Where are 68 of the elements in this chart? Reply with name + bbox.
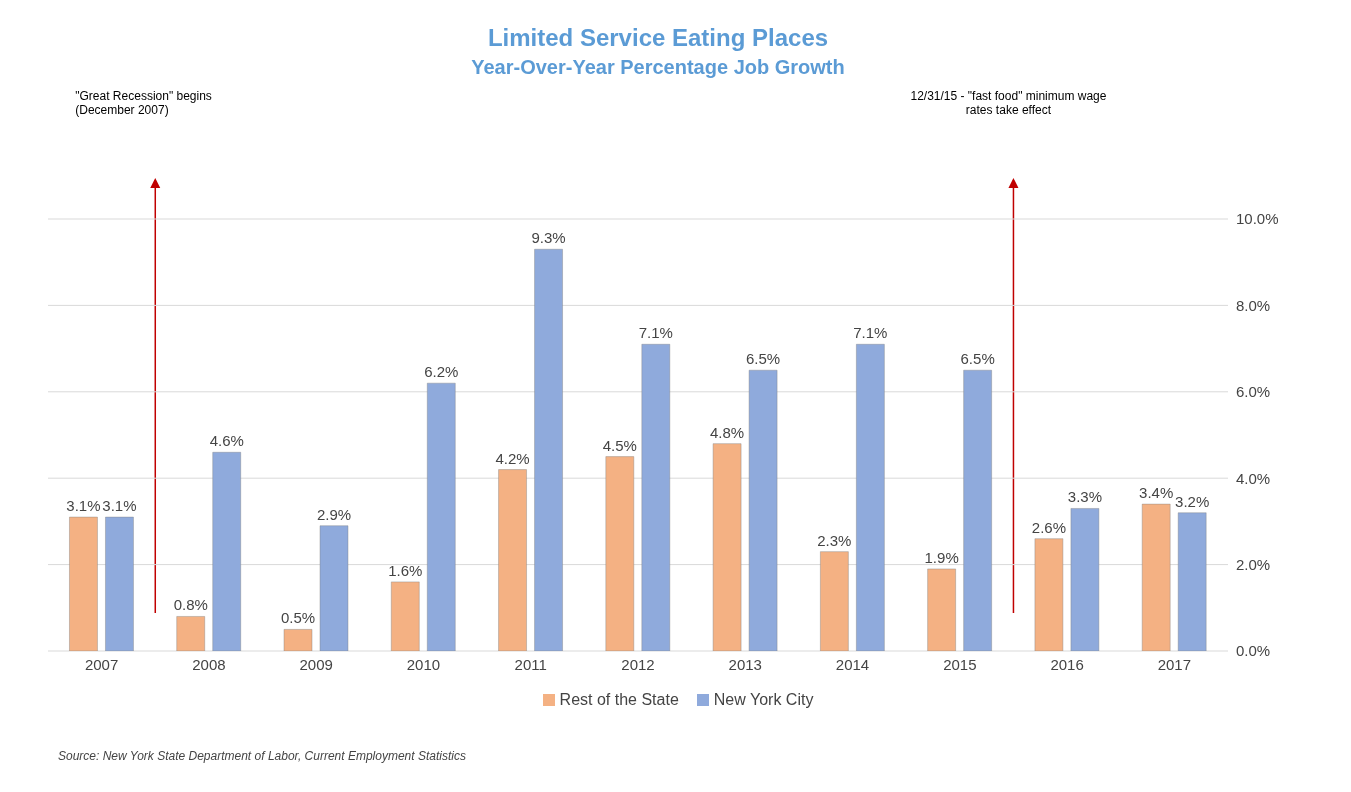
x-tick-label: 2016 — [1050, 655, 1084, 673]
data-label: 3.4% — [1139, 484, 1174, 502]
x-tick-label: 2009 — [299, 655, 333, 673]
bar — [534, 248, 564, 651]
y-tick-label: 10.0% — [1236, 210, 1279, 228]
bar — [1177, 512, 1207, 651]
data-label: 3.1% — [102, 497, 137, 515]
data-label: 4.5% — [602, 436, 637, 454]
data-label: 2.6% — [1031, 518, 1067, 536]
data-label: 4.6% — [209, 432, 244, 450]
data-label: 6.5% — [960, 350, 995, 368]
x-tick-label: 2013 — [728, 655, 762, 673]
bar — [1141, 503, 1171, 651]
bar — [426, 382, 456, 651]
bar — [855, 343, 885, 651]
y-tick-label: 4.0% — [1236, 469, 1271, 487]
bar — [390, 581, 420, 651]
x-tick-label: 2007 — [84, 655, 119, 673]
bar — [712, 443, 742, 651]
bar — [748, 369, 778, 651]
data-label: 9.3% — [531, 229, 566, 247]
x-tick-label: 2014 — [835, 655, 870, 673]
y-tick-label: 0.0% — [1236, 642, 1271, 660]
data-label: 0.8% — [173, 596, 208, 614]
data-label: 1.6% — [388, 561, 423, 579]
data-label: 4.2% — [495, 449, 530, 467]
data-label: 3.1% — [66, 497, 101, 515]
bar — [176, 615, 206, 651]
data-label: 7.1% — [638, 324, 673, 342]
bar — [963, 369, 993, 651]
data-label: 6.5% — [745, 350, 781, 368]
bar — [927, 568, 957, 651]
text: 12/31/15 - "fast food" minimum wage rates take effect — [909, 89, 1108, 117]
text: "Great Recession" begins (December 2007) — [75, 89, 213, 117]
bar — [819, 551, 849, 651]
bar — [212, 451, 242, 651]
data-label: 4.8% — [709, 423, 745, 441]
bar — [283, 628, 313, 651]
y-tick-label: 6.0% — [1236, 383, 1271, 401]
data-label: 7.1% — [853, 324, 888, 342]
chart-subtitle: Year-Over-Year Percentage Job Growth — [470, 56, 846, 79]
x-tick-label: 2010 — [406, 655, 441, 673]
bar — [605, 456, 635, 651]
x-tick-label: 2015 — [943, 655, 977, 673]
bar — [498, 469, 528, 651]
y-tick-label: 8.0% — [1236, 296, 1271, 314]
data-label: 0.5% — [280, 609, 316, 627]
bar — [104, 516, 134, 651]
x-tick-label: 2008 — [192, 655, 226, 673]
legend-label: New York City — [712, 691, 814, 709]
data-label: 3.2% — [1175, 492, 1210, 510]
x-tick-label: 2012 — [621, 655, 655, 673]
data-label: 3.3% — [1067, 488, 1103, 506]
x-tick-label: 2011 — [514, 655, 547, 673]
data-label: 2.9% — [316, 505, 352, 523]
x-tick-label: 2017 — [1157, 655, 1192, 673]
chart-title: Limited Service Eating Places — [486, 23, 830, 52]
y-tick-label: 2.0% — [1236, 555, 1271, 573]
data-label: 6.2% — [424, 363, 459, 381]
bar — [319, 525, 349, 651]
bar — [1070, 507, 1100, 651]
bar — [68, 516, 98, 651]
bar — [641, 343, 671, 651]
data-label: 1.9% — [924, 548, 959, 566]
legend-label: Rest of the State — [558, 691, 679, 709]
source-note: Source: New York State Department of Labor, Current Employment Statistics — [58, 749, 467, 765]
bar — [1034, 538, 1064, 651]
data-label: 2.3% — [817, 531, 852, 549]
